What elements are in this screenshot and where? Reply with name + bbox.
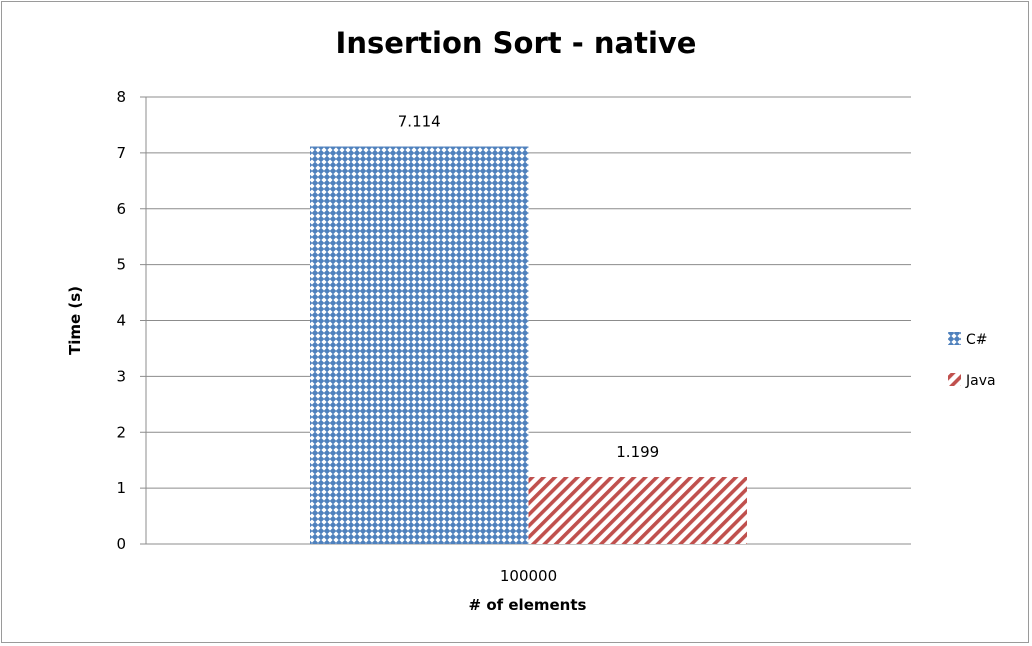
bars — [310, 146, 747, 544]
legend-swatch — [948, 373, 961, 386]
y-tick-label: 4 — [116, 312, 126, 330]
x-tick-label: 100000 — [500, 567, 557, 585]
legend-label: Java — [965, 373, 996, 389]
bar-java — [528, 477, 747, 544]
y-tick-label: 1 — [116, 479, 126, 497]
data-label: 1.199 — [616, 443, 659, 461]
legend: C# Java — [948, 332, 996, 389]
y-tick-label: 6 — [116, 200, 126, 218]
y-tick-label: 5 — [116, 256, 126, 274]
legend-swatch — [948, 332, 961, 345]
legend-label: C# — [966, 332, 988, 348]
x-axis-title: # of elements — [469, 596, 587, 614]
y-tick-label: 7 — [116, 144, 126, 162]
chart-title: Insertion Sort - native — [335, 26, 697, 60]
y-tick-label: 0 — [116, 535, 126, 553]
y-tick-label: 3 — [116, 367, 126, 385]
labels: 0 1 2 3 4 5 6 7 8 7.114 1.199 100000 # of elements Ti… — [66, 88, 659, 614]
y-tick-label: 2 — [116, 423, 126, 441]
y-tick-label: 8 — [116, 88, 126, 106]
data-label: 7.114 — [398, 113, 441, 131]
y-axis-title: Time (s) — [66, 286, 84, 355]
bar-c- — [310, 146, 529, 544]
